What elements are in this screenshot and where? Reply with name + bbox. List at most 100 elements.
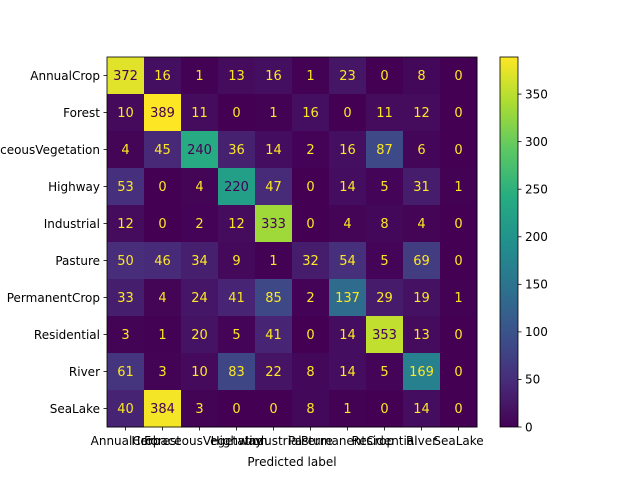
- matrix-cell: [255, 353, 293, 391]
- matrix-cell-value: 0: [454, 328, 462, 343]
- matrix-cell: [255, 316, 293, 354]
- matrix-cell-value: 3: [121, 328, 129, 343]
- x-tick-label: HerbaceousVegetation: [131, 434, 267, 448]
- matrix-cell-value: 353: [372, 328, 397, 343]
- matrix-cell-value: 8: [380, 217, 388, 232]
- matrix-cell: [403, 131, 441, 169]
- matrix-cell: [144, 390, 182, 428]
- matrix-cell-value: 29: [376, 291, 393, 306]
- colorbar-tick-label: 0: [525, 420, 533, 434]
- matrix-cell: [440, 390, 478, 428]
- matrix-cell-value: 0: [306, 217, 314, 232]
- matrix-cell-value: 45: [154, 143, 171, 158]
- matrix-cell: [440, 168, 478, 206]
- matrix-cell: [218, 205, 256, 243]
- matrix-cell: [329, 316, 367, 354]
- matrix-cell-value: 13: [228, 69, 245, 84]
- matrix-cell-value: 83: [228, 365, 245, 380]
- matrix-cell-value: 61: [117, 365, 134, 380]
- matrix-cell: [107, 131, 145, 169]
- matrix-cell-value: 0: [380, 402, 388, 417]
- matrix-cell: [218, 131, 256, 169]
- matrix-cell: [181, 94, 219, 132]
- matrix-cell: [218, 316, 256, 354]
- matrix-cell-value: 0: [269, 402, 277, 417]
- matrix-cell: [366, 390, 404, 428]
- matrix-cell: [366, 57, 404, 95]
- matrix-cell: [440, 279, 478, 317]
- matrix-cell: [329, 57, 367, 95]
- matrix-cell-value: 5: [380, 365, 388, 380]
- matrix-cell-value: 46: [154, 254, 171, 269]
- matrix-cell-value: 14: [265, 143, 282, 158]
- matrix-cell: [181, 353, 219, 391]
- matrix-cell: [144, 168, 182, 206]
- y-tick-label: PermanentCrop: [7, 291, 100, 305]
- matrix-cell-value: 1: [306, 69, 314, 84]
- matrix-cell-value: 1: [195, 69, 203, 84]
- matrix-cell: [144, 131, 182, 169]
- matrix-cell: [144, 205, 182, 243]
- matrix-frame: [106, 56, 478, 428]
- matrix-cell: [255, 242, 293, 280]
- matrix-cell: [292, 205, 330, 243]
- matrix-cell: [440, 242, 478, 280]
- matrix-cell-value: 13: [413, 328, 430, 343]
- matrix-cell: [329, 242, 367, 280]
- matrix-cell-value: 0: [454, 69, 462, 84]
- matrix-cell-value: 1: [454, 291, 462, 306]
- matrix-cell: [144, 279, 182, 317]
- matrix-cell-value: 220: [224, 180, 249, 195]
- matrix-cell: [181, 131, 219, 169]
- matrix-cell-value: 16: [154, 69, 171, 84]
- matrix-cell-value: 33: [117, 291, 134, 306]
- matrix-cell: [292, 316, 330, 354]
- matrix-cell-value: 2: [306, 143, 314, 158]
- matrix-cell: [366, 316, 404, 354]
- matrix-cell: [181, 168, 219, 206]
- matrix-cell: [440, 57, 478, 95]
- matrix-cell-value: 2: [306, 291, 314, 306]
- matrix-cell: [107, 205, 145, 243]
- matrix-cell-value: 14: [339, 328, 356, 343]
- matrix-cell-value: 1: [454, 180, 462, 195]
- matrix-cell: [255, 205, 293, 243]
- matrix-cell-value: 5: [232, 328, 240, 343]
- matrix-cell: [144, 242, 182, 280]
- matrix-cell-value: 16: [302, 106, 319, 121]
- colorbar-tick-label: 100: [525, 325, 548, 339]
- matrix-cell-value: 12: [413, 106, 430, 121]
- matrix-cell: [403, 168, 441, 206]
- colorbar-tick-label: 250: [525, 183, 548, 197]
- x-tick-label: Highway: [211, 434, 263, 448]
- matrix-cell: [181, 242, 219, 280]
- x-tick-label: SeaLake: [433, 434, 483, 448]
- matrix-cell-value: 24: [191, 291, 208, 306]
- matrix-cell-value: 54: [339, 254, 356, 269]
- matrix-cell-value: 4: [121, 143, 129, 158]
- matrix-cell: [255, 279, 293, 317]
- matrix-cell-value: 20: [191, 328, 208, 343]
- matrix-cell: [218, 94, 256, 132]
- matrix-cell: [440, 205, 478, 243]
- matrix-cell: [181, 205, 219, 243]
- matrix-cell: [181, 279, 219, 317]
- matrix-cell: [403, 205, 441, 243]
- matrix-cell-value: 53: [117, 180, 134, 195]
- matrix-cell: [255, 57, 293, 95]
- matrix-cell-value: 41: [265, 328, 282, 343]
- matrix-cell-value: 0: [158, 217, 166, 232]
- matrix-cell: [218, 353, 256, 391]
- matrix-cell: [107, 390, 145, 428]
- matrix-cell: [292, 94, 330, 132]
- matrix-cell-value: 85: [265, 291, 282, 306]
- matrix-cell: [144, 94, 182, 132]
- matrix-cell: [329, 94, 367, 132]
- matrix-cell: [403, 279, 441, 317]
- matrix-cell: [403, 353, 441, 391]
- matrix-cell-value: 0: [306, 328, 314, 343]
- matrix-cell: [440, 94, 478, 132]
- matrix-cell: [144, 353, 182, 391]
- matrix-cell-value: 22: [265, 365, 282, 380]
- matrix-cell: [366, 205, 404, 243]
